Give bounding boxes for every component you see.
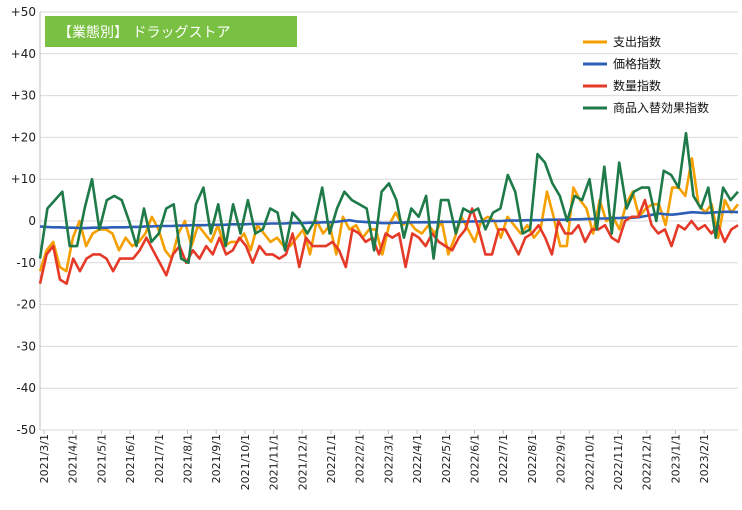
x-tick-label: 2022/9/1 xyxy=(555,434,568,483)
x-tick-label: 2023/2/1 xyxy=(698,434,711,483)
x-tick-label: 2021/11/1 xyxy=(268,434,281,490)
series-line xyxy=(38,131,739,265)
legend-label: 商品入替効果指数 xyxy=(613,100,709,115)
x-tick-label: 2021/8/1 xyxy=(182,434,195,483)
y-tick-label: 0 xyxy=(28,214,36,228)
grid-lines xyxy=(39,11,738,431)
x-tick-label: 2022/1/1 xyxy=(325,434,338,483)
x-tick-label: 2021/5/1 xyxy=(95,434,108,483)
x-tick-label: 2022/11/1 xyxy=(612,434,625,490)
x-tick-label: 2021/6/1 xyxy=(124,434,137,483)
y-tick-label: +10 xyxy=(11,172,36,186)
y-tick-label: -30 xyxy=(16,339,36,353)
y-tick-label: -50 xyxy=(16,423,36,437)
y-axis-ticks: +50 +40 +30 +20 +10 0 -10 -20 -30 -40 -50 xyxy=(11,5,36,437)
legend-label: 価格指数 xyxy=(613,56,661,71)
x-tick-label: 2021/10/1 xyxy=(239,434,252,490)
y-tick-label: +20 xyxy=(11,130,36,144)
chart-title: 【業態別】 ドラッグストア xyxy=(58,25,230,41)
x-axis-ticks: 2021/3/1 2021/4/1 2021/5/1 2021/6/1 2021/7/1… xyxy=(38,430,711,490)
y-tick-label: -40 xyxy=(16,381,36,395)
x-tick-label: 2022/4/1 xyxy=(411,434,424,483)
legend-label: 支出指数 xyxy=(613,34,661,49)
x-tick-label: 2021/3/1 xyxy=(38,434,51,483)
x-tick-label: 2022/2/1 xyxy=(354,434,367,483)
legend-label: 数量指数 xyxy=(613,78,661,93)
series-line xyxy=(38,198,739,286)
x-tick-label: 2022/8/1 xyxy=(526,434,539,483)
x-tick-label: 2022/10/1 xyxy=(583,434,596,490)
y-tick-label: -20 xyxy=(16,298,36,312)
y-tick-label: +40 xyxy=(11,47,36,61)
chart-title-box: 【業態別】 ドラッグストア xyxy=(45,16,297,47)
y-tick-label: +30 xyxy=(11,89,36,103)
x-tick-label: 2022/12/1 xyxy=(641,434,654,490)
x-tick-label: 2022/3/1 xyxy=(382,434,395,483)
series-lines xyxy=(38,131,740,286)
x-tick-label: 2022/6/1 xyxy=(469,434,482,483)
x-tick-label: 2021/9/1 xyxy=(210,434,223,483)
chart-title-background xyxy=(45,16,297,47)
series-line xyxy=(39,210,739,230)
y-tick-label: +50 xyxy=(11,5,36,19)
x-tick-label: 2021/12/1 xyxy=(296,434,309,490)
x-tick-label: 2022/5/1 xyxy=(440,434,453,483)
x-tick-label: 2022/7/1 xyxy=(497,434,510,483)
x-tick-label: 2023/1/1 xyxy=(669,434,682,483)
x-tick-label: 2021/4/1 xyxy=(67,434,80,483)
x-tick-label: 2021/7/1 xyxy=(153,434,166,483)
y-tick-label: -10 xyxy=(16,256,36,270)
